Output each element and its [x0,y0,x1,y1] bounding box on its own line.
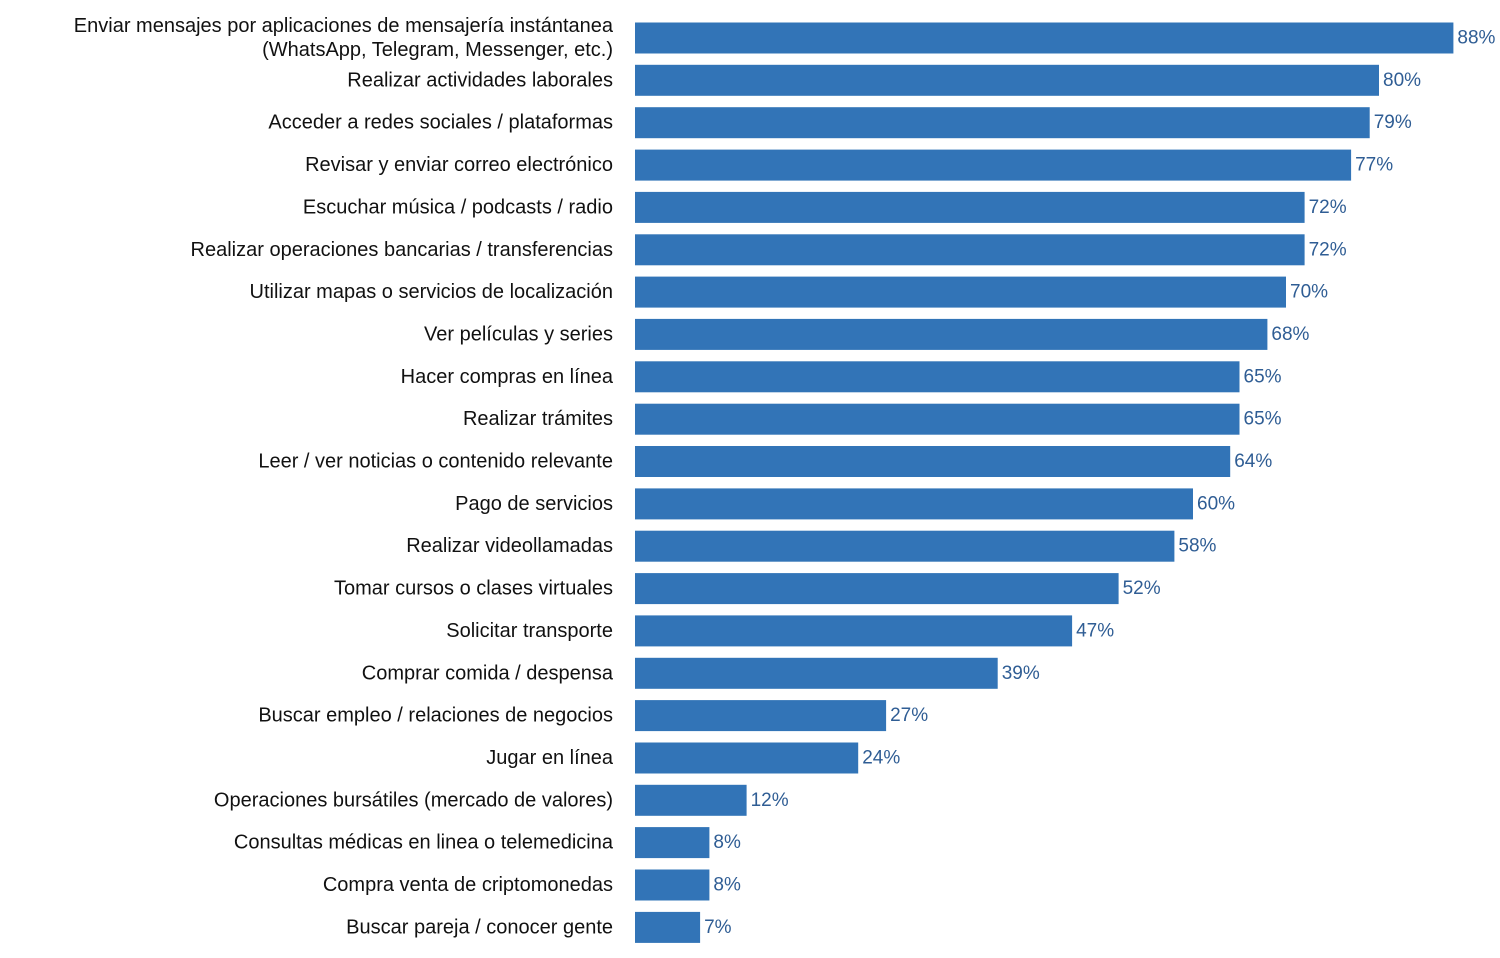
category-label-line: Solicitar transporte [446,620,613,642]
bar [635,318,1268,350]
category-label-line: Realizar trámites [463,408,613,430]
category-label-line: Enviar mensajes por aplicaciones de mens… [74,15,614,37]
bar [635,615,1073,647]
category-label: Ver películas y series [424,323,613,345]
bar [635,22,1454,54]
value-label: 58% [1178,536,1216,557]
bar [635,869,710,901]
category-label-line: Pago de servicios [455,493,613,515]
category-label: Acceder a redes sociales / plataformas [268,112,613,134]
value-label: 47% [1076,620,1114,641]
bar [635,446,1231,477]
category-label: Jugar en línea [486,747,614,769]
category-label: Consultas médicas en linea o telemedicin… [234,832,614,854]
category-label: Hacer compras en línea [401,366,614,388]
value-label: 80% [1383,70,1421,91]
category-label: Comprar comida / despensa [362,662,614,684]
bar [635,657,998,689]
bar [635,488,1193,520]
value-label: 39% [1002,663,1040,684]
bar [635,573,1119,605]
value-label: 79% [1374,112,1412,133]
value-label: 65% [1244,366,1282,387]
category-label-line: Buscar empleo / relaciones de negocios [258,705,613,727]
value-label: 8% [713,875,741,896]
category-label-line: Realizar videollamadas [406,535,613,557]
bar [635,276,1286,308]
category-label: Escuchar música / podcasts / radio [303,196,613,218]
value-label: 24% [862,748,900,769]
category-label: Realizar actividades laborales [347,69,613,91]
bar [635,191,1305,223]
category-label-line: Acceder a redes sociales / plataformas [268,112,613,134]
bar [635,361,1240,393]
category-label: Buscar empleo / relaciones de negocios [258,705,613,727]
category-label: Compra venta de criptomonedas [323,874,613,896]
category-label-line: (WhatsApp, Telegram, Messenger, etc.) [262,39,613,61]
category-label-line: Realizar actividades laborales [347,69,613,91]
category-label-line: Compra venta de criptomonedas [323,874,613,896]
bar [635,742,859,774]
bar [635,784,747,816]
category-label: Utilizar mapas o servicios de localizaci… [250,281,613,303]
value-label: 88% [1457,28,1495,49]
value-label: 8% [713,832,741,853]
category-label: Buscar pareja / conocer gente [346,916,613,938]
value-label: 60% [1197,493,1235,514]
category-label-line: Comprar comida / despensa [362,662,614,684]
bar [635,530,1175,562]
bar [635,107,1370,139]
bar [635,827,710,859]
value-label: 77% [1355,155,1393,176]
category-label: Enviar mensajes por aplicaciones de mens… [74,15,614,61]
value-label: 27% [890,705,928,726]
value-label: 68% [1271,324,1309,345]
category-label: Operaciones bursátiles (mercado de valor… [214,789,613,811]
bar [635,700,887,732]
category-label-line: Leer / ver noticias o contenido relevant… [258,451,613,473]
bar [635,64,1379,96]
category-label-line: Escuchar música / podcasts / radio [303,196,613,218]
value-label: 64% [1234,451,1272,472]
category-label-line: Jugar en línea [486,747,614,769]
bar [635,149,1352,181]
bar [635,911,701,943]
category-label-line: Utilizar mapas o servicios de localizaci… [250,281,613,303]
value-label: 52% [1123,578,1161,599]
bar [635,234,1305,266]
value-label: 72% [1309,239,1347,260]
category-label-line: Hacer compras en línea [401,366,614,388]
value-label: 12% [751,790,789,811]
value-label: 65% [1244,409,1282,430]
value-label: 7% [704,917,732,938]
value-label: 70% [1290,282,1328,303]
category-label: Pago de servicios [455,493,613,515]
category-label: Realizar videollamadas [406,535,613,557]
category-label: Leer / ver noticias o contenido relevant… [258,451,613,473]
category-label-line: Realizar operaciones bancarias / transfe… [191,239,613,261]
category-label-line: Ver películas y series [424,323,613,345]
category-label-line: Operaciones bursátiles (mercado de valor… [214,789,613,811]
category-label-line: Buscar pareja / conocer gente [346,916,613,938]
category-label: Tomar cursos o clases virtuales [334,578,613,600]
bar [635,403,1240,435]
category-label: Realizar trámites [463,408,613,430]
category-label: Realizar operaciones bancarias / transfe… [191,239,613,261]
category-label-line: Revisar y enviar correo electrónico [305,154,613,176]
category-label: Revisar y enviar correo electrónico [305,154,613,176]
category-label-line: Consultas médicas en linea o telemedicin… [234,832,614,854]
value-label: 72% [1309,197,1347,218]
category-label-line: Tomar cursos o clases virtuales [334,578,613,600]
category-label: Solicitar transporte [446,620,613,642]
